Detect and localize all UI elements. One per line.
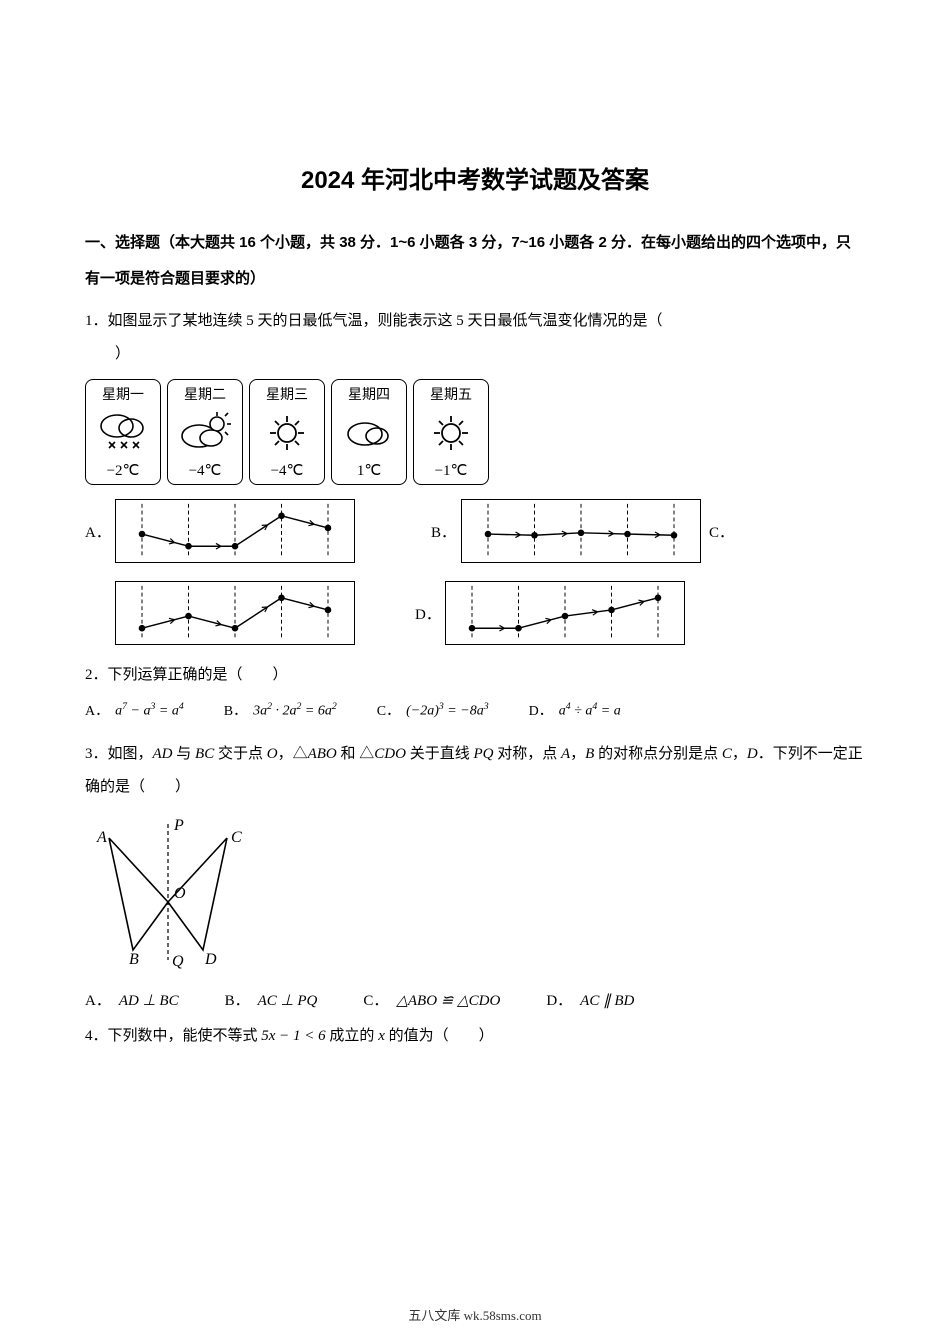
weather-temp: 1℃	[357, 461, 381, 480]
page-title: 2024 年河北中考数学试题及答案	[85, 160, 865, 195]
weather-card: 星期三 −4℃	[249, 379, 325, 485]
question-4: 4．下列数中，能使不等式 5x − 1 < 6 成立的 x 的值为（ ）	[85, 1020, 865, 1053]
q2-a-label: A．	[85, 700, 109, 720]
weather-day: 星期二	[184, 384, 226, 404]
q3-c-label: C．	[363, 989, 388, 1010]
question-2: 2．下列运算正确的是（ ）	[85, 659, 865, 692]
snow-cloud-icon	[95, 408, 151, 458]
q3-b-label: B．	[225, 989, 250, 1010]
weather-temp: −4℃	[271, 461, 304, 480]
svg-text:O: O	[174, 885, 186, 902]
q3-a-label: A．	[85, 989, 111, 1010]
weather-card: 星期四 1℃	[331, 379, 407, 485]
q2-b-expr: 3a2 · 2a2 = 6a2	[253, 701, 337, 720]
choice-b-label: B．	[431, 521, 453, 542]
q2-d-expr: a4 ÷ a4 = a	[559, 701, 621, 720]
mini-chart-a	[115, 499, 355, 563]
q3-c-text: △ABO ≌ △CDO	[396, 991, 500, 1010]
mini-chart-b	[461, 499, 701, 563]
choice-a-label: A．	[85, 521, 107, 542]
sun-cloud-icon	[177, 408, 233, 458]
q3-choices: A． AD ⊥ BC B． AC ⊥ PQ C． △ABO ≌ △CDO D． …	[85, 989, 865, 1010]
weather-day: 星期五	[430, 384, 472, 404]
sun-icon	[423, 408, 479, 458]
question-1: 1．如图显示了某地连续 5 天的日最低气温，则能表示这 5 天日最低气温变化情况…	[85, 305, 865, 371]
weather-day: 星期一	[102, 384, 144, 404]
q1-choices-row-2: D．	[85, 581, 865, 645]
q3-d-label: D．	[546, 989, 572, 1010]
section-heading: 一、选择题（本大题共 16 个小题，共 38 分．1~6 小题各 3 分，7~1…	[85, 225, 865, 297]
q2-choices: A． a7 − a3 = a4 B． 3a2 · 2a2 = 6a2 C． (−…	[85, 700, 865, 720]
svg-text:A: A	[96, 829, 107, 846]
q2-d-label: D．	[529, 700, 553, 720]
mini-chart-d	[445, 581, 685, 645]
choice-c-marker: C．	[709, 521, 731, 542]
weather-card: 星期二 −4℃	[167, 379, 243, 485]
weather-temp: −2℃	[107, 461, 140, 480]
weather-card: 星期五 −1℃	[413, 379, 489, 485]
svg-text:P: P	[173, 817, 184, 834]
weather-temp: −1℃	[435, 461, 468, 480]
svg-text:Q: Q	[172, 953, 184, 970]
footer: 五八文库 wk.58sms.com	[0, 1305, 950, 1324]
q3-d-text: AC ∥ BD	[580, 991, 634, 1010]
svg-text:C: C	[231, 829, 242, 846]
q3-a-text: AD ⊥ BC	[119, 991, 179, 1010]
weather-card: 星期一 −2℃	[85, 379, 161, 485]
mini-chart-c	[115, 581, 355, 645]
svg-text:B: B	[129, 951, 139, 968]
cloud-icon	[341, 408, 397, 458]
q2-c-label: C．	[377, 700, 400, 720]
weather-day: 星期四	[348, 384, 390, 404]
q3-b-text: AC ⊥ PQ	[258, 991, 318, 1010]
weather-day: 星期三	[266, 384, 308, 404]
choice-d-label: D．	[415, 603, 437, 624]
weather-temp: −4℃	[189, 461, 222, 480]
q2-c-expr: (−2a)3 = −8a3	[406, 701, 489, 720]
q3-figure: P A C O B Q D	[85, 812, 865, 977]
question-3: 3．如图，AD 与 BC 交于点 O，△ABO 和 △CDO 关于直线 PQ 对…	[85, 738, 865, 804]
svg-text:D: D	[204, 951, 217, 968]
q1-choices-row-1: A． B． C．	[85, 499, 865, 563]
weather-cards: 星期一 −2℃ 星期二	[85, 379, 865, 485]
q2-b-label: B．	[224, 700, 247, 720]
sun-icon	[259, 408, 315, 458]
q1-text-a: 1．如图显示了某地连续 5 天的日最低气温，则能表示这 5 天日最低气温变化情况…	[85, 305, 865, 338]
q1-text-b: ）	[85, 338, 865, 371]
q2-a-expr: a7 − a3 = a4	[115, 701, 184, 720]
